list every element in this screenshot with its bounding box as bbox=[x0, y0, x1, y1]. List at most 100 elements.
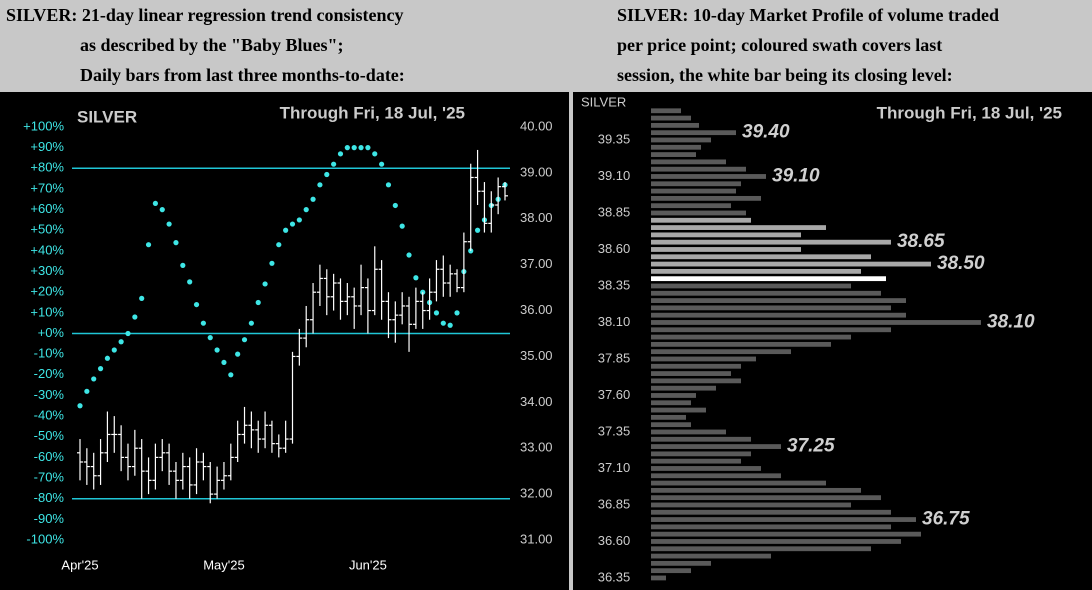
baby-blue-dot bbox=[289, 221, 296, 227]
volume-bar bbox=[651, 334, 851, 340]
volume-bar bbox=[651, 466, 761, 471]
baby-blue-dot bbox=[145, 242, 152, 248]
volume-bar bbox=[651, 517, 916, 522]
volume-bar bbox=[651, 531, 921, 537]
y-tick-label: 36.85 bbox=[598, 496, 631, 511]
baby-blue-dot bbox=[111, 347, 117, 353]
volume-bar bbox=[651, 371, 731, 376]
header-line: Daily bars from last three months-to-dat… bbox=[80, 65, 405, 85]
baby-blue-dot bbox=[118, 339, 124, 345]
volume-bar bbox=[651, 524, 891, 530]
level-annotation: 36.75 bbox=[922, 509, 970, 530]
y-tick-label: -40% bbox=[34, 408, 65, 423]
baby-blue-dot bbox=[276, 242, 282, 248]
y-tick-label: +20% bbox=[30, 284, 64, 299]
baby-blue-dot bbox=[365, 145, 371, 151]
volume-bar bbox=[651, 130, 736, 136]
y-tick-label: 36.60 bbox=[598, 533, 631, 548]
baby-blue-dot bbox=[440, 320, 446, 326]
y2-tick-label: 38.00 bbox=[520, 210, 553, 225]
volume-bar bbox=[651, 349, 791, 355]
baby-blue-dot bbox=[474, 227, 481, 233]
level-annotation: 38.65 bbox=[897, 231, 945, 252]
y2-tick-label: 39.00 bbox=[520, 164, 553, 179]
baby-blue-dot bbox=[91, 376, 97, 382]
volume-bar bbox=[651, 247, 801, 252]
volume-bar bbox=[651, 152, 696, 157]
volume-bar bbox=[651, 407, 706, 413]
baby-blue-dot bbox=[447, 322, 453, 328]
y2-tick-label: 36.00 bbox=[520, 302, 553, 317]
y-tick-label: -10% bbox=[34, 346, 65, 361]
y2-tick-label: 31.00 bbox=[520, 531, 553, 546]
volume-bar bbox=[651, 195, 761, 201]
volume-bar bbox=[651, 108, 681, 114]
baby-blue-dot bbox=[132, 314, 138, 320]
level-annotation: 38.10 bbox=[987, 311, 1035, 332]
level-annotation: 39.40 bbox=[742, 122, 790, 143]
y-tick-label: -80% bbox=[34, 490, 65, 505]
chart-label: SILVER bbox=[581, 94, 626, 109]
volume-bar bbox=[651, 181, 741, 187]
volume-bar bbox=[651, 378, 741, 384]
baby-blue-dot bbox=[159, 207, 165, 213]
baby-blue-dot bbox=[331, 161, 337, 167]
baby-blue-dot bbox=[413, 275, 419, 281]
volume-bar bbox=[651, 444, 781, 449]
y2-tick-label: 34.00 bbox=[520, 394, 553, 409]
baby-blue-dot bbox=[454, 310, 460, 316]
baby-blue-dot bbox=[344, 145, 350, 151]
baby-blue-dot bbox=[207, 335, 213, 341]
y-tick-label: +40% bbox=[30, 242, 64, 257]
baby-blue-dot bbox=[97, 366, 104, 372]
volume-bar bbox=[651, 393, 696, 398]
header-line: session, the white bar being its closing… bbox=[617, 65, 953, 85]
volume-bar bbox=[651, 385, 716, 391]
baby-blue-dot bbox=[372, 151, 378, 157]
y-tick-label: 37.10 bbox=[598, 460, 631, 475]
baby-blue-dot bbox=[214, 347, 220, 353]
baby-blue-dot bbox=[187, 279, 193, 285]
y-tick-label: 36.35 bbox=[598, 569, 631, 584]
volume-bar bbox=[651, 422, 691, 428]
volume-bar bbox=[651, 261, 931, 267]
baby-blue-dot bbox=[139, 295, 145, 301]
baby-blue-dot bbox=[221, 359, 227, 366]
volume-bar bbox=[651, 232, 801, 238]
volume-bar bbox=[651, 436, 751, 442]
baby-blue-dot bbox=[180, 262, 186, 268]
baby-blue-dot bbox=[433, 310, 440, 316]
volume-bar bbox=[651, 290, 881, 296]
y-tick-label: +0% bbox=[38, 325, 65, 340]
x-tick-label: May'25 bbox=[203, 557, 245, 572]
baby-blue-dot bbox=[228, 372, 234, 378]
y-tick-label: 37.35 bbox=[598, 423, 631, 438]
y2-tick-label: 32.00 bbox=[520, 486, 553, 501]
baby-blue-dot bbox=[77, 403, 83, 409]
chart-label: SILVER bbox=[77, 107, 137, 126]
baby-blue-dot bbox=[385, 182, 392, 188]
baby-blue-dot bbox=[125, 330, 131, 337]
left-panel bbox=[0, 92, 569, 590]
y-tick-label: +60% bbox=[30, 201, 64, 216]
y-tick-label: -30% bbox=[34, 387, 65, 402]
volume-bar bbox=[651, 217, 751, 223]
volume-bar bbox=[651, 115, 691, 121]
y-tick-label: +30% bbox=[30, 263, 64, 278]
right-panel bbox=[573, 92, 1092, 590]
volume-bar bbox=[651, 451, 751, 457]
volume-bar bbox=[651, 276, 886, 282]
y-tick-label: 38.10 bbox=[598, 314, 631, 329]
volume-bar bbox=[651, 546, 871, 552]
level-annotation: 37.25 bbox=[787, 436, 835, 457]
volume-bar bbox=[651, 166, 746, 172]
baby-blue-dot bbox=[269, 260, 275, 266]
volume-bar bbox=[651, 225, 826, 230]
baby-blue-dot bbox=[324, 171, 330, 178]
y-tick-label: +100% bbox=[23, 118, 64, 133]
y2-tick-label: 35.00 bbox=[520, 348, 553, 363]
y-tick-label: +50% bbox=[30, 222, 64, 237]
baby-blue-dot bbox=[296, 217, 302, 223]
volume-bar bbox=[651, 188, 736, 194]
y-tick-label: -90% bbox=[34, 511, 65, 526]
